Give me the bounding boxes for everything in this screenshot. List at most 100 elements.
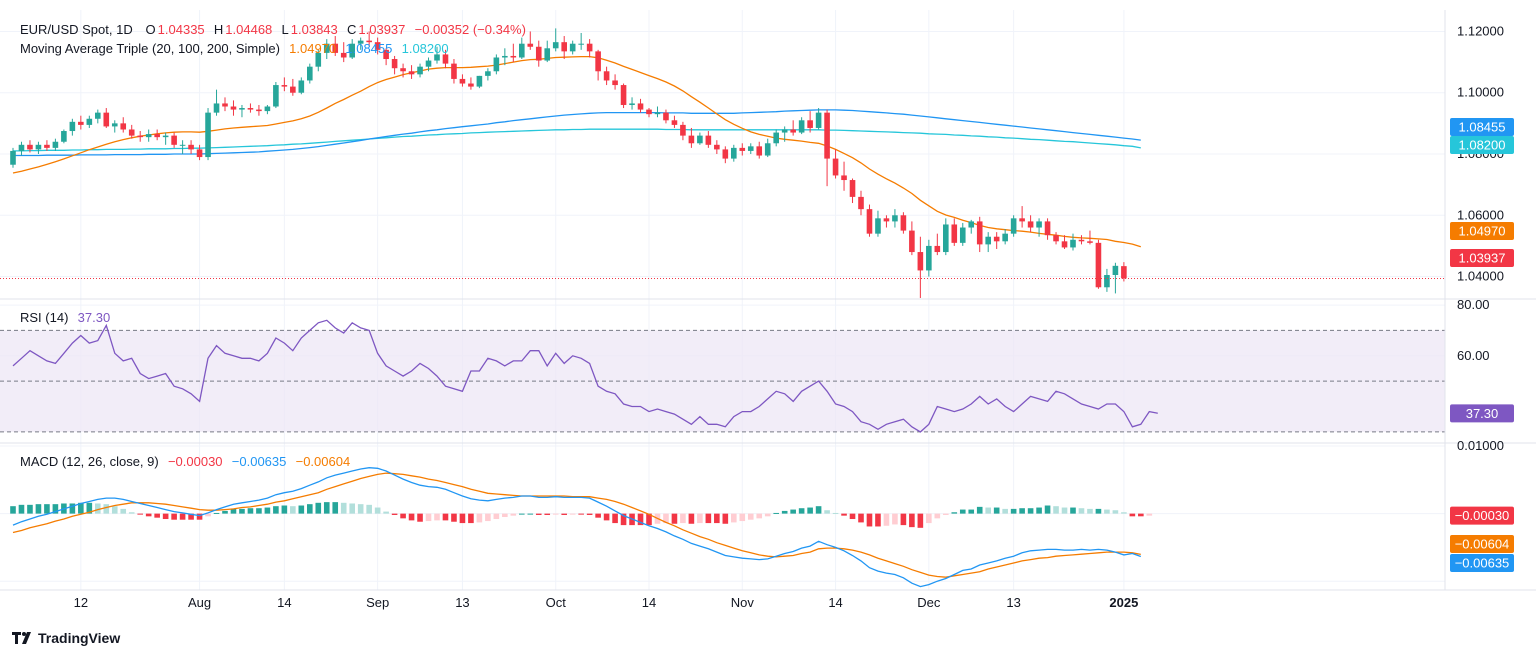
time-axis-label: Oct [546,595,567,610]
candle-body [18,144,25,151]
macd-histogram-bar [1002,508,1008,514]
macd-histogram-bar [298,505,305,514]
macd-histogram-bar [188,513,194,520]
macd-histogram-bar [688,513,695,524]
macd-histogram-bar [875,513,881,527]
candle-body [841,175,847,181]
candle-body [900,215,907,231]
candle-body [171,135,177,145]
macd-signal-value: −0.00604 [295,454,351,469]
macd-histogram-bar [366,504,372,514]
candle-body [722,149,729,159]
macd-histogram-bar [637,513,644,526]
macd-histogram-bar [519,513,525,515]
candle-body [27,144,33,150]
rsi-axis-tick: 60.00 [1457,348,1490,363]
time-axis-label: 14 [277,595,291,610]
macd-histogram-bar [1061,507,1068,514]
candle-body [95,112,101,119]
pane-separators[interactable] [0,10,1536,591]
candle-body [883,218,890,222]
candle-body [527,43,534,47]
macd-histogram-bar [1095,508,1102,514]
candle-body [307,66,313,81]
macd-histogram-bar [612,513,618,524]
candle-body [502,55,508,58]
candle-body [86,118,93,125]
macd-histogram-bar [213,512,220,514]
candle-body [10,150,16,165]
macd-histogram-bar [476,513,483,523]
candle-body [663,112,669,121]
macd-histogram-bar [383,511,389,514]
candle-body [1053,235,1059,242]
macd-histogram-bar [951,512,958,514]
candle-body [103,112,110,127]
macd-title: MACD (12, 26, close, 9) [20,454,159,469]
candle-body [213,103,220,113]
candle-body [909,230,915,253]
macd-histogram-bar [849,513,856,520]
rsi-pane[interactable] [12,319,1158,433]
macd-histogram-bar [434,513,440,521]
candle-body [756,146,763,156]
candle-body [773,132,779,144]
price-axis-tick: 1.04000 [1457,269,1504,284]
macd-histogram-bar [340,502,347,514]
candle-body [1078,239,1085,242]
candle-body [934,245,941,253]
macd-legend[interactable]: MACD (12, 26, close, 9) −0.00030 −0.0063… [20,454,352,469]
macd-histogram-bar [86,502,93,514]
value-tag-box [1450,404,1514,423]
candle-body [892,215,898,222]
macd-histogram-bar [603,513,610,521]
high-label: H [213,22,224,37]
macd-histogram-bar [120,508,127,514]
macd-histogram-bar [1104,509,1110,514]
candle-body [52,141,59,148]
close-label: C [347,22,357,37]
rsi-legend[interactable]: RSI (14) 37.30 [20,310,112,325]
macd-histogram-bar [646,513,652,526]
ma-legend[interactable]: Moving Average Triple (20, 100, 200, Sim… [20,41,451,56]
value-tag-box [1450,249,1514,267]
candle-body [688,135,695,144]
candle-body [510,55,517,58]
macd-histogram-bar [722,513,729,524]
candle-body [1112,265,1119,276]
macd-pane[interactable] [10,467,1153,588]
candle-body [298,80,305,93]
macd-histogram-bar [171,513,177,520]
tradingview-logo[interactable]: TradingView [12,630,120,646]
macd-histogram-bar [680,513,686,524]
candle-body [1002,233,1008,242]
tradingview-logo-text: TradingView [38,630,121,646]
macd-histogram-bar [154,513,160,518]
macd-histogram-bar [485,513,491,522]
macd-axis-tick: 0.01000 [1457,438,1504,453]
candle-body [926,245,932,271]
candle-body [1061,241,1068,248]
candle-body [383,49,389,60]
macd-histogram-bar [561,513,567,515]
macd-histogram-bar [1044,505,1051,514]
candle-body [739,147,746,151]
macd-histogram-bar [1121,512,1127,514]
candle-body [620,85,627,105]
candle-body [824,112,830,159]
candle-body [714,144,720,150]
macd-histogram-bar [222,510,228,514]
macd-histogram-bar [595,513,601,518]
candle-body [1104,275,1110,288]
candle-body [646,109,652,115]
open-value: 1.04335 [157,22,205,37]
candle-body [205,112,211,158]
value-tag-text: 37.30 [1466,406,1499,421]
time-axis-label: 13 [455,595,469,610]
macd-histogram-bar [103,504,110,514]
candle-body [832,158,839,176]
macd-histogram-bar [374,507,381,514]
candle-body [230,106,237,110]
price-pane[interactable] [0,28,1445,298]
